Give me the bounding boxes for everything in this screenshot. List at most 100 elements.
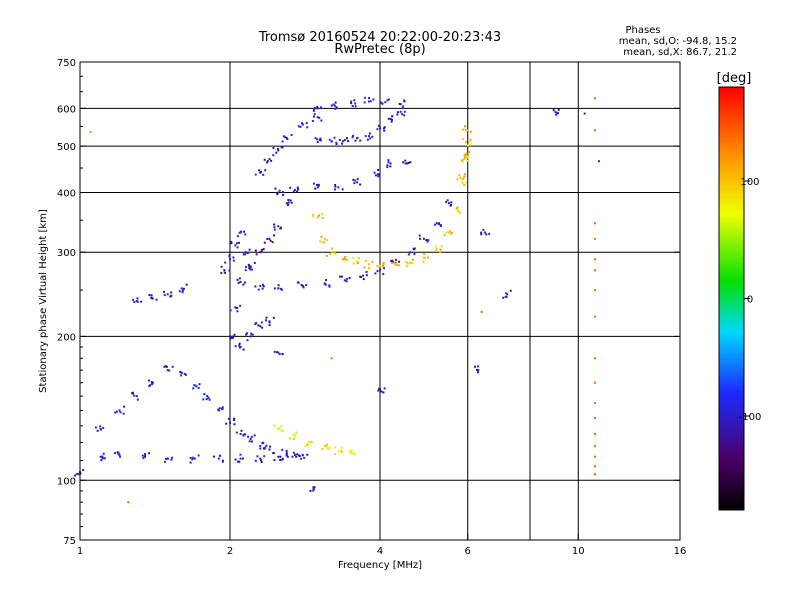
echo-point <box>319 139 322 142</box>
echo-point <box>260 321 263 324</box>
echo-point <box>245 332 248 335</box>
echo-point <box>261 287 264 290</box>
echo-point <box>299 457 302 460</box>
echo-point <box>258 169 261 172</box>
echo-point <box>340 275 343 278</box>
echo-point <box>333 188 336 191</box>
echo-point <box>345 280 348 283</box>
x-tick-label: 4 <box>377 546 383 557</box>
echo-point <box>320 235 323 238</box>
echo-point <box>220 265 223 268</box>
echo-point <box>244 433 247 436</box>
echo-point <box>351 136 354 139</box>
echo-point <box>301 454 304 457</box>
echo-point <box>423 257 426 260</box>
echo-point <box>163 365 166 368</box>
echo-point <box>150 294 153 297</box>
echo-point <box>413 247 416 250</box>
echo-point <box>273 228 276 231</box>
echo-point <box>468 151 471 154</box>
echo-point <box>482 228 485 231</box>
echo-point <box>391 118 394 121</box>
echo-point <box>312 182 315 185</box>
echo-point <box>232 256 235 259</box>
echo-point <box>250 435 253 438</box>
echo-point <box>180 372 183 375</box>
echo-point <box>464 128 467 131</box>
echo-point <box>390 120 393 123</box>
echo-point <box>418 234 421 237</box>
echo-point <box>411 261 414 264</box>
echo-point <box>276 351 279 354</box>
echo-point <box>250 440 253 443</box>
echo-point <box>348 276 351 279</box>
echo-point <box>469 130 472 133</box>
echo-point <box>476 368 479 371</box>
echo-point <box>330 357 333 360</box>
echo-point <box>593 129 596 132</box>
echo-point <box>275 151 278 154</box>
echo-point <box>387 159 390 162</box>
echo-point <box>480 233 483 236</box>
echo-point <box>456 178 459 181</box>
echo-point <box>449 204 452 207</box>
echo-point <box>356 262 359 265</box>
echo-point <box>148 385 151 388</box>
echo-point <box>593 97 596 100</box>
echo-point <box>150 297 153 300</box>
echo-point <box>319 240 322 243</box>
echo-point <box>304 445 307 448</box>
echo-point <box>311 214 314 217</box>
echo-point <box>239 453 242 456</box>
echo-point <box>382 262 385 265</box>
echo-point <box>316 186 319 189</box>
echo-point <box>94 426 97 429</box>
echo-point <box>340 446 343 449</box>
echo-point <box>325 254 328 257</box>
echo-point <box>301 284 304 287</box>
echo-point <box>333 453 336 456</box>
echo-point <box>280 288 283 291</box>
echo-point <box>277 455 280 458</box>
echo-point <box>297 125 300 128</box>
echo-point <box>330 140 333 143</box>
echo-point <box>340 451 343 454</box>
echo-point <box>238 342 241 345</box>
y-tick-label: 600 <box>57 104 76 115</box>
echo-point <box>363 101 366 104</box>
echo-point <box>285 449 288 452</box>
echo-point <box>259 251 262 254</box>
echo-point <box>340 450 343 453</box>
echo-point <box>281 191 284 194</box>
echo-point <box>299 125 302 128</box>
echo-point <box>297 188 300 191</box>
echo-point <box>293 434 296 437</box>
echo-point <box>99 455 102 458</box>
echo-point <box>314 137 317 140</box>
echo-point <box>243 281 246 284</box>
echo-point <box>303 456 306 459</box>
echo-point <box>244 251 247 254</box>
y-tick-label: 750 <box>57 58 76 69</box>
echo-point <box>373 171 376 174</box>
echo-point <box>74 474 77 477</box>
echo-point <box>280 146 283 149</box>
echo-point <box>228 255 231 258</box>
echo-point <box>397 264 400 267</box>
echo-point <box>407 161 410 164</box>
echo-point <box>220 271 223 274</box>
echo-point <box>327 447 330 450</box>
echo-point <box>447 231 450 234</box>
echo-point <box>343 139 346 142</box>
echo-point <box>463 175 466 178</box>
echo-point <box>382 264 385 267</box>
echo-point <box>466 159 469 162</box>
echo-point <box>103 457 106 460</box>
echo-point <box>170 291 173 294</box>
x-tick-label: 6 <box>465 546 471 557</box>
echo-point <box>259 459 262 462</box>
echo-point <box>383 267 386 270</box>
echo-point <box>371 135 374 138</box>
echo-point <box>279 429 282 432</box>
echo-point <box>362 278 365 281</box>
